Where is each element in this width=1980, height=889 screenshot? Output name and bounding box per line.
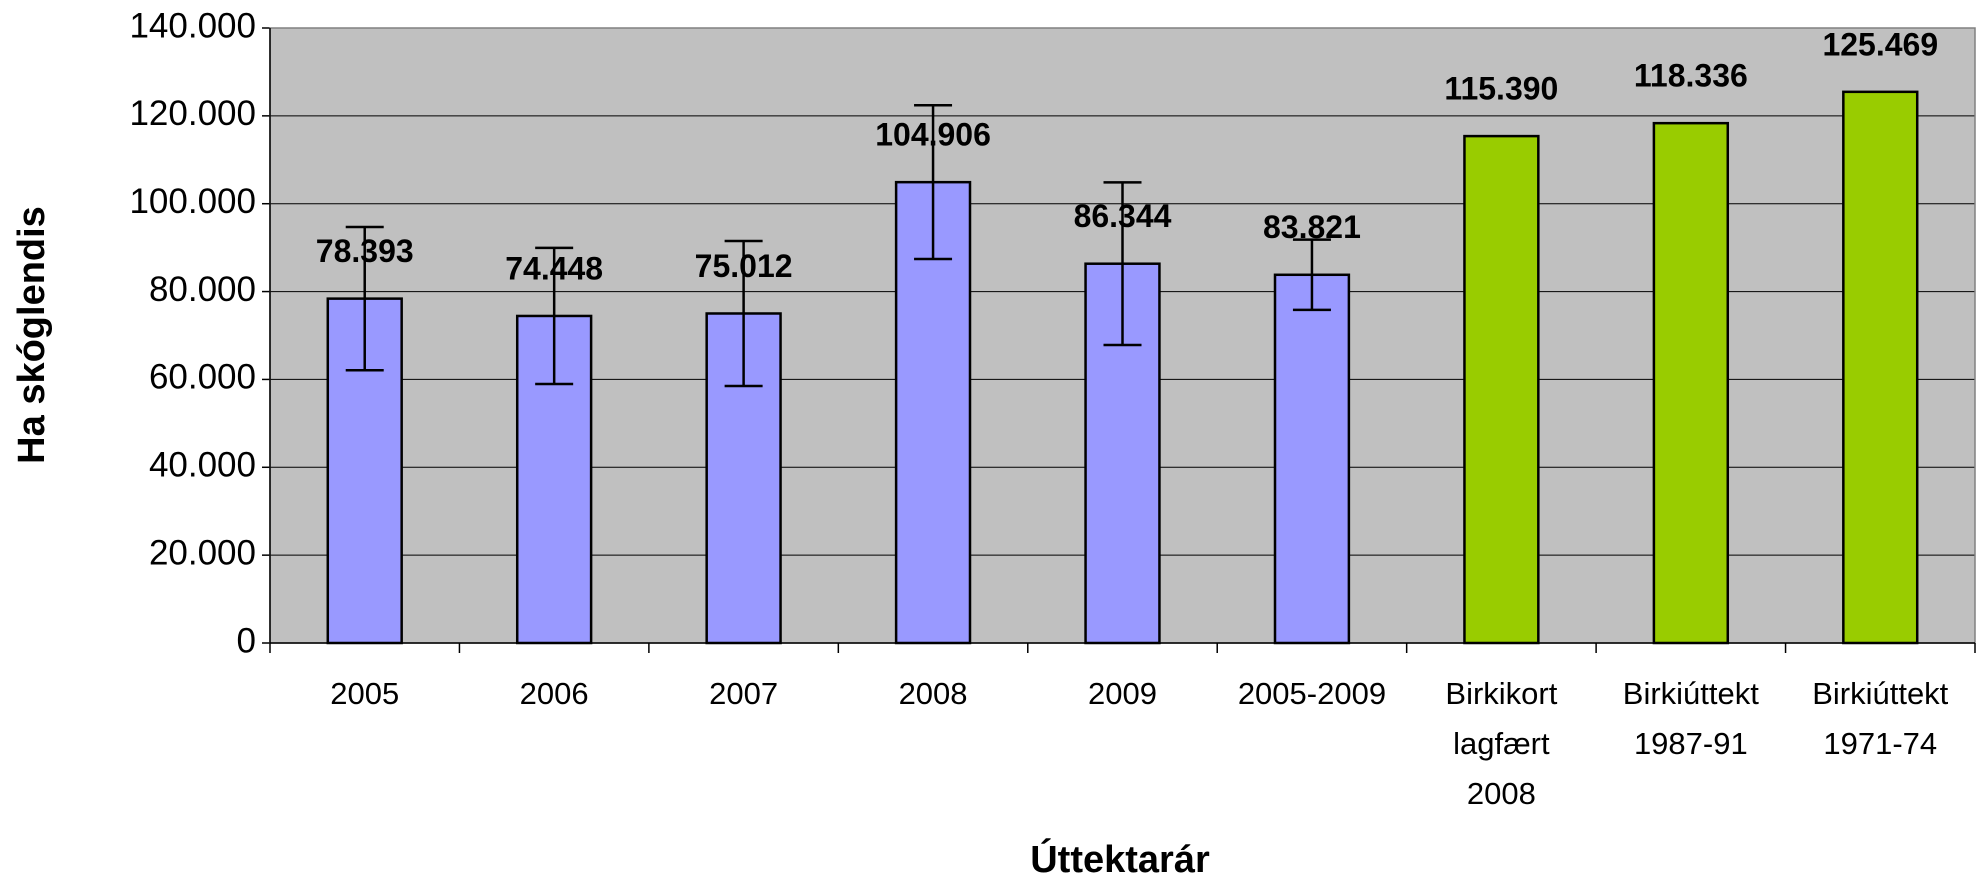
data-label: 86.344: [1074, 198, 1172, 234]
x-tick-label: Birkikort lagfært 2008: [1445, 676, 1558, 811]
error-bar: [1103, 181, 1142, 347]
y-tick-label: 80.000: [149, 270, 256, 309]
x-tick-label: 2005-2009: [1237, 676, 1387, 711]
y-tick-label: 100.000: [129, 182, 256, 221]
data-label: 83.821: [1263, 209, 1361, 245]
y-tick-label: 0: [237, 621, 256, 660]
x-tick-label: 2005: [330, 676, 400, 711]
error-bar: [535, 246, 574, 386]
data-label: 75.012: [695, 248, 793, 284]
y-tick-label: 140.000: [129, 6, 256, 45]
x-axis-title: Úttektarár: [1030, 837, 1210, 881]
y-tick-label: 120.000: [129, 94, 256, 133]
y-axis-title: Ha skóglendis: [11, 206, 53, 464]
x-tick-label: 2006: [519, 676, 589, 711]
data-label: 125.469: [1822, 26, 1938, 62]
bar: [1273, 273, 1351, 645]
data-label: 78.393: [316, 233, 414, 269]
error-bar: [724, 239, 763, 388]
error-bar: [914, 104, 953, 261]
bar: [1842, 90, 1919, 645]
x-tick-label: 2009: [1088, 676, 1157, 711]
x-tick-label: Birkiúttekt 1987-91: [1622, 676, 1759, 761]
x-tick-label: 2008: [898, 676, 968, 711]
bar: [1652, 121, 1730, 645]
y-tick-label: 60.000: [149, 358, 256, 397]
data-label: 118.336: [1634, 58, 1748, 94]
bar: [1463, 134, 1540, 645]
y-tick-label: 40.000: [149, 446, 256, 485]
error-bar: [345, 225, 384, 372]
x-tick-label: 2007: [709, 676, 779, 711]
error-bar: [1292, 238, 1331, 312]
data-label: 74.448: [505, 250, 603, 286]
data-label: 115.390: [1444, 71, 1558, 107]
data-label: 104.906: [875, 117, 991, 153]
y-tick-label: 20.000: [149, 533, 256, 572]
x-tick-label: Birkiúttekt 1971-74: [1812, 676, 1949, 761]
